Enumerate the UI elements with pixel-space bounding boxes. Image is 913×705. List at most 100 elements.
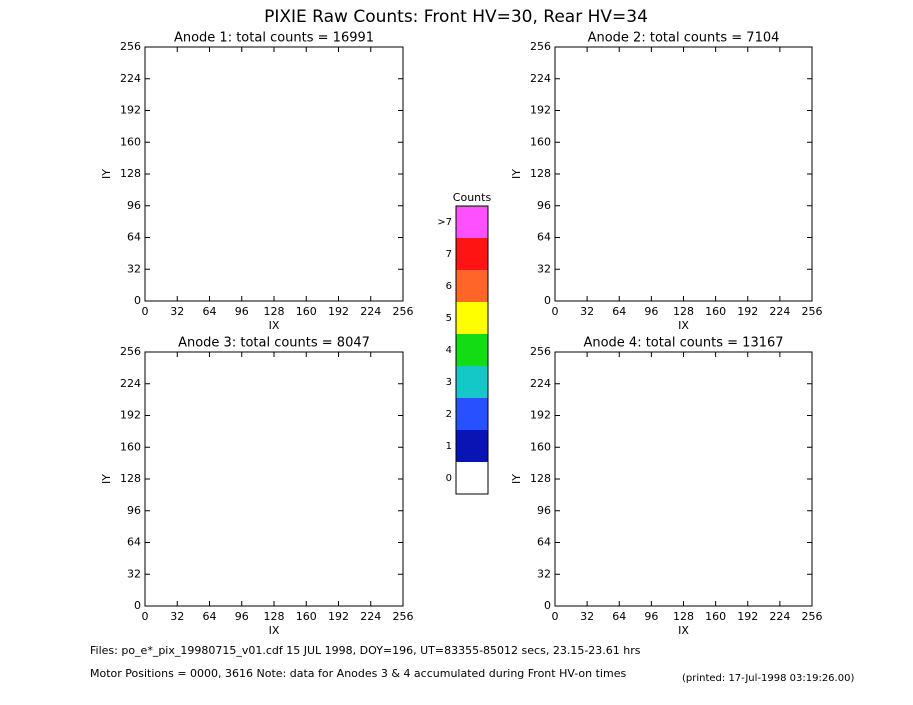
y-tick-label: 224 [530, 72, 551, 85]
y-tick-label: 192 [530, 104, 551, 117]
x-tick-label: 32 [170, 305, 184, 318]
y-tick-label: 192 [120, 104, 141, 117]
x-tick-label: 0 [552, 610, 559, 623]
x-tick-label: 64 [612, 610, 626, 623]
footer-motor: Motor Positions = 0000, 3616 Note: data … [90, 667, 626, 680]
colorbar-label: 6 [446, 281, 452, 292]
x-tick-label: 0 [142, 610, 149, 623]
footer-files: Files: po_e*_pix_19980715_v01.cdf 15 JUL… [90, 644, 641, 657]
x-tick-label: 160 [705, 610, 726, 623]
x-tick-label: 96 [235, 610, 249, 623]
y-tick-label: 64 [537, 536, 551, 549]
y-tick-label: 0 [134, 599, 141, 612]
colorbar-label: 7 [446, 249, 452, 260]
x-tick-label: 160 [296, 305, 317, 318]
x-tick-label: 32 [170, 610, 184, 623]
y-tick-label: 32 [537, 262, 551, 275]
x-tick-label: 64 [612, 305, 626, 318]
x-axis-label: IX [269, 624, 280, 637]
plot-frame [144, 46, 404, 302]
colorbar-swatch [456, 430, 488, 462]
x-tick-label: 224 [769, 305, 790, 318]
y-tick-label: 256 [120, 40, 141, 53]
x-tick-label: 192 [737, 610, 758, 623]
colorbar-swatch [456, 366, 488, 398]
panel-title: Anode 3: total counts = 8047 [178, 336, 370, 351]
x-tick-label: 256 [393, 610, 414, 623]
y-tick-label: 96 [127, 199, 141, 212]
y-tick-label: 192 [530, 409, 551, 422]
y-tick-label: 256 [120, 345, 141, 358]
colorbar-label: 1 [446, 441, 452, 452]
y-tick-label: 160 [120, 440, 141, 453]
x-tick-label: 96 [644, 305, 658, 318]
colorbar-swatch [456, 334, 488, 366]
footer-printed: (printed: 17-Jul-1998 03:19:26.00) [682, 673, 854, 684]
y-tick-label: 32 [127, 567, 141, 580]
x-tick-label: 256 [802, 610, 823, 623]
colorbar-swatch [456, 302, 488, 334]
y-tick-label: 64 [127, 536, 141, 549]
x-tick-label: 224 [769, 610, 790, 623]
colorbar-title: Counts [453, 191, 492, 204]
y-tick-label: 256 [530, 40, 551, 53]
x-tick-label: 256 [393, 305, 414, 318]
y-tick-label: 160 [120, 135, 141, 148]
y-tick-label: 128 [120, 472, 141, 485]
y-tick-label: 32 [127, 262, 141, 275]
y-tick-label: 96 [537, 504, 551, 517]
panel-title: Anode 4: total counts = 13167 [583, 336, 783, 351]
chart-title: PIXIE Raw Counts: Front HV=30, Rear HV=3… [264, 7, 648, 27]
colorbar-label: 0 [446, 473, 452, 484]
x-tick-label: 224 [360, 610, 381, 623]
y-tick-label: 64 [127, 231, 141, 244]
colorbar-swatch [456, 206, 488, 238]
y-tick-label: 128 [530, 167, 551, 180]
x-tick-label: 0 [142, 305, 149, 318]
y-axis-label: IY [510, 474, 523, 484]
x-tick-label: 0 [552, 305, 559, 318]
y-tick-label: 0 [134, 294, 141, 307]
colorbar-swatch [456, 398, 488, 430]
x-axis-label: IX [269, 319, 280, 332]
y-tick-label: 64 [537, 231, 551, 244]
y-tick-label: 0 [544, 599, 551, 612]
y-tick-label: 32 [537, 567, 551, 580]
y-axis-label: IY [100, 169, 113, 179]
y-tick-label: 96 [127, 504, 141, 517]
y-tick-label: 128 [120, 167, 141, 180]
colorbar-label: 5 [446, 313, 452, 324]
x-tick-label: 64 [203, 610, 217, 623]
colorbar-label: >7 [437, 217, 452, 228]
x-axis-label: IX [678, 624, 689, 637]
colorbar-label: 3 [446, 377, 452, 388]
x-tick-label: 96 [235, 305, 249, 318]
plot-frame [144, 351, 404, 607]
x-tick-label: 224 [360, 305, 381, 318]
y-tick-label: 224 [530, 377, 551, 390]
colorbar-swatch [456, 238, 488, 270]
x-tick-label: 256 [802, 305, 823, 318]
y-tick-label: 96 [537, 199, 551, 212]
y-tick-label: 128 [530, 472, 551, 485]
x-tick-label: 192 [737, 305, 758, 318]
x-tick-label: 128 [673, 610, 694, 623]
y-tick-label: 160 [530, 440, 551, 453]
x-tick-label: 128 [264, 610, 285, 623]
x-tick-label: 32 [580, 305, 594, 318]
y-axis-label: IY [510, 169, 523, 179]
plot-frame [554, 351, 813, 607]
x-tick-label: 128 [673, 305, 694, 318]
colorbar-label: 4 [446, 345, 452, 356]
x-tick-label: 160 [705, 305, 726, 318]
y-tick-label: 160 [530, 135, 551, 148]
colorbar-swatch [456, 462, 488, 494]
x-tick-label: 192 [328, 610, 349, 623]
plot-frame [554, 46, 813, 302]
x-tick-label: 64 [203, 305, 217, 318]
x-tick-label: 96 [644, 610, 658, 623]
y-tick-label: 0 [544, 294, 551, 307]
x-tick-label: 192 [328, 305, 349, 318]
